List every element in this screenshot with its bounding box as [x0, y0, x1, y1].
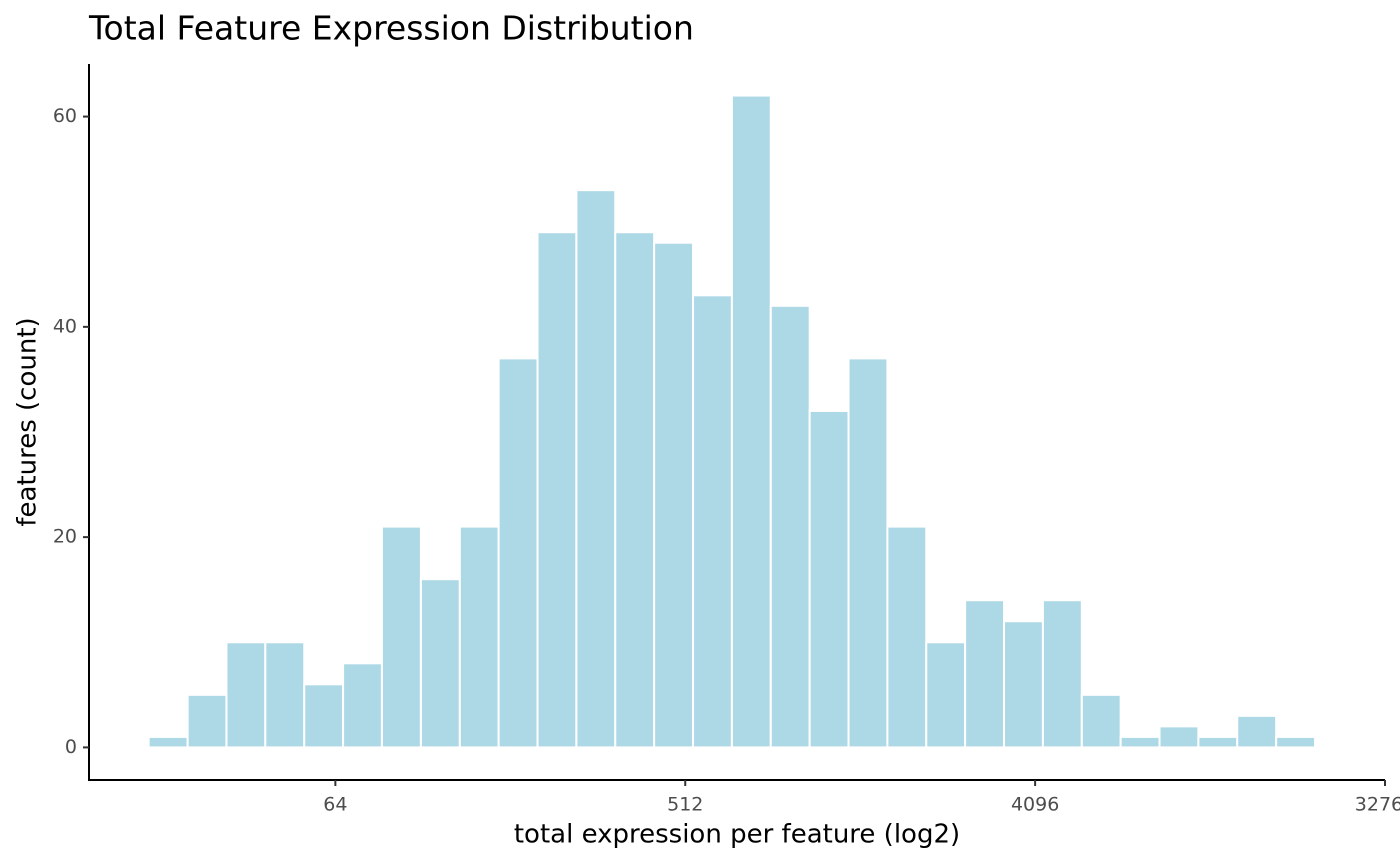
- bar: [380, 525, 422, 749]
- bar: [264, 641, 306, 749]
- y-tick-label: 40: [53, 315, 77, 337]
- bar: [186, 693, 228, 749]
- bar: [886, 525, 928, 749]
- chart-title: Total Feature Expression Distribution: [88, 9, 694, 48]
- bar: [1041, 599, 1083, 749]
- bar: [847, 357, 889, 749]
- bar: [1003, 620, 1044, 749]
- bar: [808, 409, 850, 749]
- bar: [653, 241, 695, 749]
- bar: [1275, 735, 1317, 749]
- bar: [497, 357, 539, 749]
- bar: [536, 231, 578, 749]
- bar: [1158, 725, 1200, 749]
- bar: [692, 294, 733, 749]
- y-tick-label: 60: [53, 105, 77, 127]
- x-tick-label: 512: [667, 794, 703, 816]
- bar: [925, 641, 967, 749]
- x-tick-label: 64: [323, 794, 347, 816]
- bar: [303, 683, 345, 749]
- x-tick-label: 4096: [1011, 794, 1059, 816]
- bar: [225, 641, 267, 749]
- bar: [730, 94, 772, 749]
- x-axis-title: total expression per feature (log2): [514, 820, 960, 850]
- bars: [147, 94, 1317, 749]
- bar: [1080, 693, 1122, 749]
- bar: [458, 525, 500, 749]
- bar: [614, 231, 656, 749]
- x-tick-label: 32768: [1355, 794, 1400, 816]
- bar: [769, 304, 811, 749]
- y-tick-label: 0: [65, 736, 77, 758]
- bar: [1236, 714, 1278, 749]
- y-tick-label: 20: [53, 526, 77, 548]
- y-axis-title: features (count): [13, 317, 43, 526]
- bar: [419, 578, 461, 749]
- bar: [575, 189, 617, 749]
- bar: [147, 735, 189, 749]
- bar: [964, 599, 1006, 749]
- bar: [1197, 735, 1239, 749]
- bar: [1119, 735, 1161, 749]
- bar: [342, 662, 383, 749]
